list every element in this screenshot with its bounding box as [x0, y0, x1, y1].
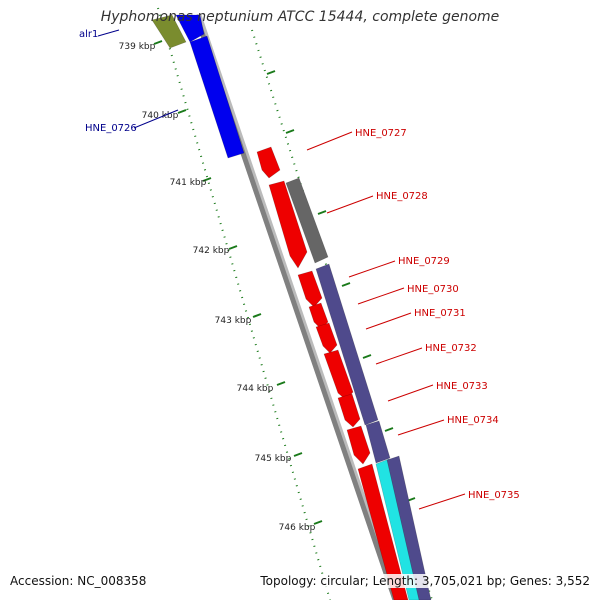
gene-callout-line [365, 312, 412, 330]
scale-ticks: 739 kbp 740 kbp 741 kbp 742 kbp 743 kbp 744 k… [119, 40, 416, 533]
gene-callout-line [133, 109, 179, 129]
scale-tick-mark [228, 245, 238, 250]
scale-tick-mark [252, 313, 262, 318]
gene-label-hne-0728[interactable]: HNE_0728 [376, 191, 428, 202]
scale-tick-label: 742 kbp [193, 246, 230, 256]
gene-callouts: alr1 HNE_0726 HNE_0727 HNE_0728 HNE_0729 HNE_… [79, 29, 520, 510]
gene-label-hne_0726[interactable]: HNE_0726 [85, 123, 137, 134]
scale-tick-mark [177, 109, 187, 114]
gene-callout-line [97, 29, 120, 37]
gene-label-hne-0734[interactable]: HNE_0734 [447, 415, 499, 426]
gene-label-hne-0729[interactable]: HNE_0729 [398, 256, 450, 267]
outer-scale-tick [341, 282, 351, 287]
gene-label-hne-0730[interactable]: HNE_0730 [407, 284, 459, 295]
red-gene-feature-hne-0731[interactable] [315, 322, 338, 354]
scale-tick-mark [153, 40, 163, 45]
red-gene-feature-hne-0735[interactable] [357, 463, 409, 600]
red-gene-feature-hne-0733[interactable] [337, 393, 361, 428]
scale-tick-mark [276, 381, 286, 386]
scale-tick-label: 746 kbp [279, 523, 316, 533]
outer-scale-tick [362, 354, 372, 359]
purple-gene-feature-hne-0735[interactable] [386, 455, 432, 600]
red-gene-feature-hne-0729[interactable] [297, 270, 323, 308]
purple-gene-feature[interactable] [315, 263, 379, 426]
scale-tick-mark [293, 452, 303, 457]
gene-callout-line [375, 347, 423, 365]
red-gene-feature[interactable] [268, 180, 308, 269]
genome-backbone-shadow [198, 14, 401, 600]
gene-callout-line [397, 419, 445, 436]
scale-tick-label: 744 kbp [237, 384, 274, 394]
scale-tick-label: 743 kbp [215, 316, 252, 326]
grey-gene-feature-hne-0728[interactable] [285, 177, 329, 264]
gene-label-hne-0731[interactable]: HNE_0731 [414, 308, 466, 319]
gene-label-hne-0732[interactable]: HNE_0732 [425, 343, 477, 354]
scale-tick-label: 741 kbp [170, 178, 207, 188]
scale-tick-mark [202, 177, 212, 182]
gene-label-hne-0727[interactable]: HNE_0727 [355, 128, 407, 139]
scale-tick-label: 740 kbp [142, 111, 179, 121]
genome-title: Hyphomonas neptunium ATCC 15444, complet… [100, 9, 500, 25]
olive-gene-feature[interactable] [151, 14, 187, 49]
gene-callout-line [418, 493, 466, 510]
inner-tick-track [157, 7, 331, 600]
cyan-gene-feature[interactable] [375, 458, 423, 600]
gene-label-alr1[interactable]: alr1 [79, 29, 98, 40]
gene-callout-line [326, 195, 374, 214]
outer-scale-tick [285, 129, 295, 134]
scale-tick-label: 739 kbp [119, 42, 156, 52]
outer-scale-tick [317, 210, 327, 215]
blue-gene-feature-head[interactable] [175, 14, 205, 43]
topology-label: Topology: circular; Length: 3,705,021 bp… [259, 574, 591, 588]
gene-callout-line [348, 260, 396, 278]
scale-tick-label: 745 kbp [255, 454, 292, 464]
red-gene-feature-hne-0727[interactable] [256, 146, 281, 179]
gene-callout-line [387, 384, 434, 402]
blue-gene-feature-hne-0726[interactable] [189, 35, 245, 159]
gene-callout-line [357, 287, 405, 305]
gene-label-hne-0733[interactable]: HNE_0733 [436, 381, 488, 392]
gene-features [151, 14, 432, 600]
outer-scale-tick [384, 427, 394, 432]
accession-label: Accession: NC_008358 [9, 574, 148, 588]
gene-label-hne-0735[interactable]: HNE_0735 [468, 490, 520, 501]
purple-gene-feature-lower[interactable] [365, 420, 391, 464]
red-gene-feature-hne-0734[interactable] [346, 425, 371, 465]
gene-callout-line [306, 131, 353, 151]
scale-tick-mark [313, 520, 323, 525]
outer-scale-tick [266, 70, 276, 75]
